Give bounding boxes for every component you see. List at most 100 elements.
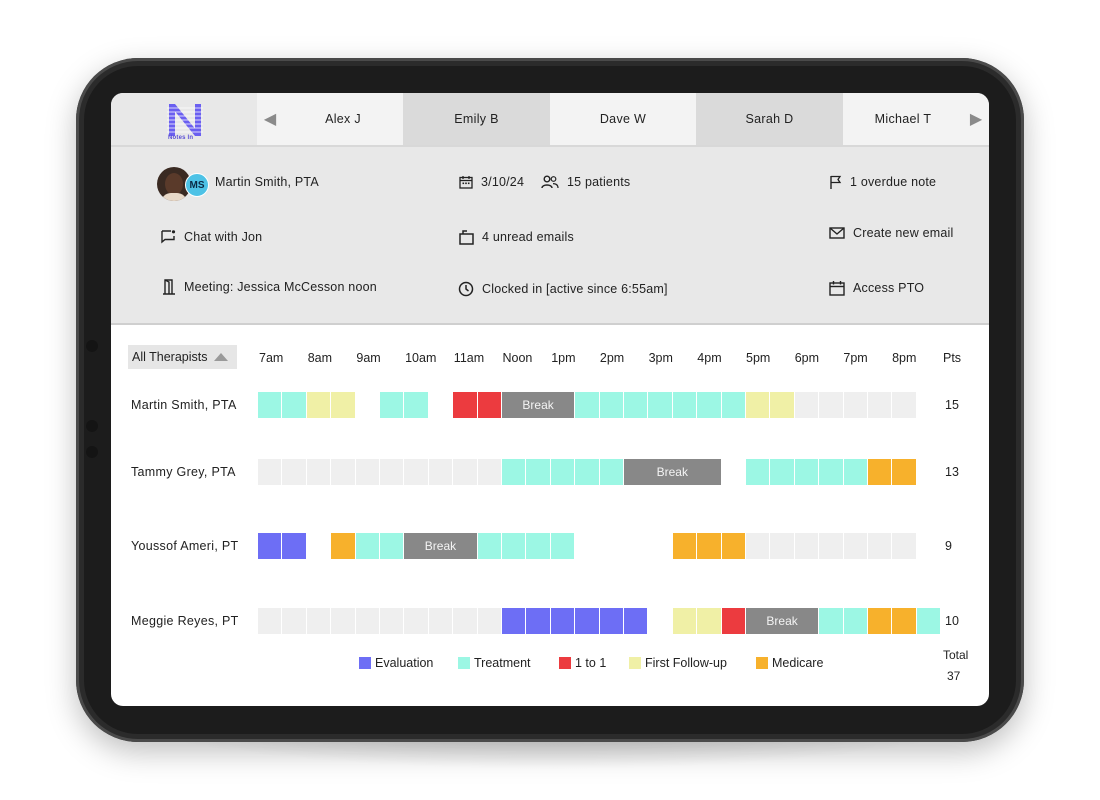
appointment-slot[interactable] <box>697 533 721 559</box>
empty-slot[interactable] <box>868 533 892 559</box>
appointment-slot[interactable] <box>843 459 867 485</box>
appointment-slot[interactable] <box>502 533 526 559</box>
appointment-slot[interactable] <box>868 608 892 634</box>
appointment-slot[interactable] <box>892 608 916 634</box>
patients-item[interactable]: 15 patients <box>541 175 630 189</box>
appointment-slot[interactable] <box>746 459 770 485</box>
create-email-link[interactable]: Create new email <box>829 226 953 240</box>
appointment-slot[interactable] <box>721 533 745 559</box>
appointment-slot[interactable] <box>477 392 501 418</box>
tab-dave-w[interactable]: Dave W <box>550 93 696 145</box>
appointment-slot[interactable] <box>453 392 477 418</box>
empty-slot[interactable] <box>794 533 819 559</box>
appointment-slot[interactable] <box>331 533 355 559</box>
empty-slot[interactable] <box>794 392 819 418</box>
appointment-slot[interactable] <box>819 608 843 634</box>
appointment-slot[interactable] <box>526 459 550 485</box>
tab-alex-j[interactable]: Alex J <box>283 93 403 145</box>
appointment-slot[interactable] <box>526 533 550 559</box>
appointment-slot[interactable] <box>306 392 331 418</box>
appointment-slot[interactable] <box>672 392 697 418</box>
empty-slot[interactable] <box>453 608 477 634</box>
empty-slot[interactable] <box>282 459 306 485</box>
appointment-slot[interactable] <box>843 608 867 634</box>
empty-slot[interactable] <box>843 533 867 559</box>
break-block[interactable]: Break <box>404 533 477 559</box>
empty-slot[interactable] <box>843 392 867 418</box>
appointment-slot[interactable] <box>697 392 721 418</box>
empty-slot[interactable] <box>331 459 355 485</box>
break-block[interactable]: Break <box>502 392 575 418</box>
empty-slot[interactable] <box>258 459 282 485</box>
empty-slot[interactable] <box>355 608 379 634</box>
appointment-slot[interactable] <box>575 459 599 485</box>
empty-slot[interactable] <box>868 392 892 418</box>
appointment-slot[interactable] <box>380 392 404 418</box>
empty-slot[interactable] <box>892 533 916 559</box>
appointment-slot[interactable] <box>575 608 599 634</box>
tab-prev-arrow-icon[interactable]: ◀ <box>257 93 283 145</box>
therapist-name[interactable]: Tammy Grey, PTA <box>131 465 236 479</box>
overdue-note-link[interactable]: 1 overdue note <box>829 175 936 189</box>
appointment-slot[interactable] <box>672 533 697 559</box>
appointment-slot[interactable] <box>331 392 355 418</box>
meeting-link[interactable]: Meeting: Jessica McCesson noon <box>162 279 377 295</box>
appointment-slot[interactable] <box>550 459 575 485</box>
break-block[interactable]: Break <box>746 608 819 634</box>
empty-slot[interactable] <box>477 608 501 634</box>
appointment-slot[interactable] <box>648 392 672 418</box>
appointment-slot[interactable] <box>282 392 306 418</box>
empty-slot[interactable] <box>428 459 453 485</box>
break-block[interactable]: Break <box>624 459 721 485</box>
appointment-slot[interactable] <box>794 459 819 485</box>
appointment-slot[interactable] <box>599 392 623 418</box>
empty-slot[interactable] <box>819 392 843 418</box>
appointment-slot[interactable] <box>404 392 428 418</box>
empty-slot[interactable] <box>355 459 379 485</box>
appointment-slot[interactable] <box>258 392 282 418</box>
empty-slot[interactable] <box>380 608 404 634</box>
empty-slot[interactable] <box>331 608 355 634</box>
appointment-slot[interactable] <box>599 608 623 634</box>
therapist-name[interactable]: Meggie Reyes, PT <box>131 614 239 628</box>
empty-slot[interactable] <box>380 459 404 485</box>
empty-slot[interactable] <box>819 533 843 559</box>
tab-sarah-d[interactable]: Sarah D <box>696 93 843 145</box>
tab-michael-t[interactable]: Michael T <box>843 93 963 145</box>
appointment-slot[interactable] <box>477 533 501 559</box>
appointment-slot[interactable] <box>550 533 575 559</box>
empty-slot[interactable] <box>306 608 331 634</box>
empty-slot[interactable] <box>258 608 282 634</box>
empty-slot[interactable] <box>428 608 453 634</box>
clock-status[interactable]: Clocked in [active since 6:55am] <box>458 281 668 297</box>
empty-slot[interactable] <box>453 459 477 485</box>
appointment-slot[interactable] <box>721 392 745 418</box>
therapist-name[interactable]: Martin Smith, PTA <box>131 398 237 412</box>
appointment-slot[interactable] <box>916 608 941 634</box>
chat-link[interactable]: Chat with Jon <box>160 229 262 245</box>
appointment-slot[interactable] <box>819 459 843 485</box>
appointment-slot[interactable] <box>526 608 550 634</box>
appointment-slot[interactable] <box>721 608 745 634</box>
appointment-slot[interactable] <box>550 608 575 634</box>
empty-slot[interactable] <box>404 608 428 634</box>
therapist-name[interactable]: Youssof Ameri, PT <box>131 539 239 553</box>
appointment-slot[interactable] <box>282 533 306 559</box>
empty-slot[interactable] <box>746 533 770 559</box>
appointment-slot[interactable] <box>672 608 697 634</box>
appointment-slot[interactable] <box>892 459 916 485</box>
empty-slot[interactable] <box>892 392 916 418</box>
appointment-slot[interactable] <box>502 459 526 485</box>
empty-slot[interactable] <box>282 608 306 634</box>
appointment-slot[interactable] <box>502 608 526 634</box>
appointment-slot[interactable] <box>258 533 282 559</box>
empty-slot[interactable] <box>404 459 428 485</box>
appointment-slot[interactable] <box>380 533 404 559</box>
appointment-slot[interactable] <box>868 459 892 485</box>
tab-next-arrow-icon[interactable]: ▶ <box>963 93 989 145</box>
emails-link[interactable]: 4 unread emails <box>459 229 574 245</box>
appointment-slot[interactable] <box>599 459 623 485</box>
empty-slot[interactable] <box>770 533 794 559</box>
appointment-slot[interactable] <box>746 392 770 418</box>
therapist-filter-dropdown[interactable]: All Therapists <box>128 345 237 369</box>
